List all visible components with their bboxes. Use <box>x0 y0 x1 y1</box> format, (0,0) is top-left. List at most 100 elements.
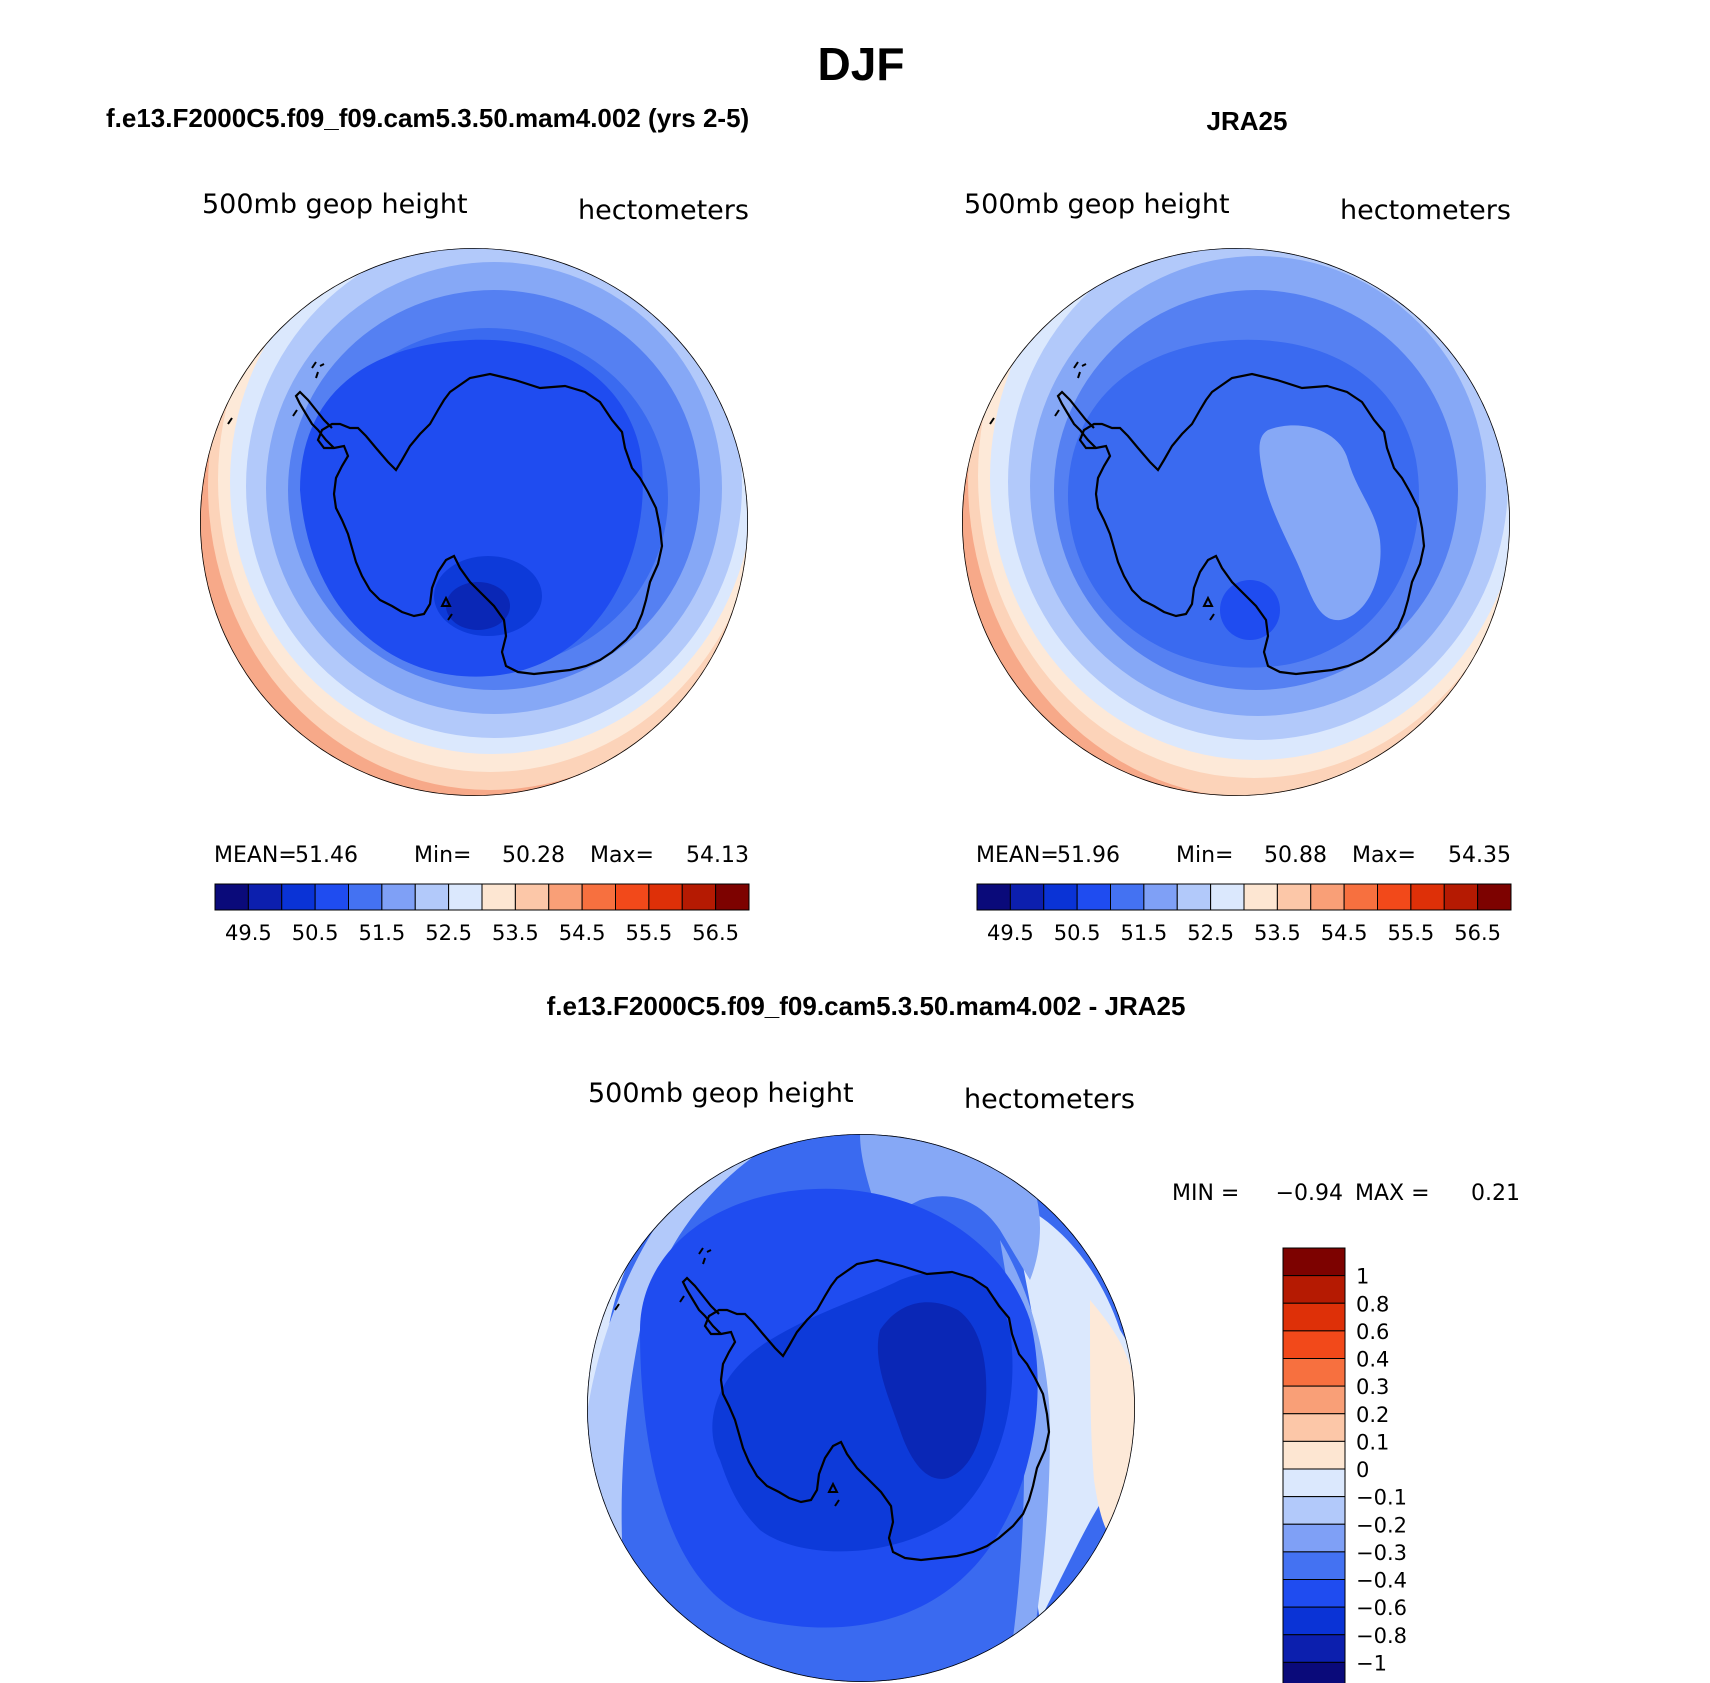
panel-obs-title: JRA25 <box>1207 106 1288 136</box>
panel-diff-colorbar-swatch <box>1282 1440 1346 1470</box>
panel-model-colorbar-tick-label: 54.5 <box>559 921 606 945</box>
panel-model-min-label: Min= <box>414 843 471 868</box>
panel-model-colorbar-swatch <box>648 883 683 911</box>
panel-obs-colorbar-tick-label: 55.5 <box>1387 921 1434 945</box>
panel-model-colorbar-swatch <box>581 883 616 911</box>
panel-diff-colorbar-swatch <box>1282 1523 1346 1553</box>
panel-obs-colorbar-swatch <box>1377 883 1412 911</box>
panel-diff-colorbar-tick-label: −0.4 <box>1356 1569 1407 1593</box>
panel-obs-peninsula <box>1056 390 1097 449</box>
panel-model-colorbar-swatch <box>514 883 550 911</box>
panel-diff-colorbar-tick-label: −0.3 <box>1356 1541 1407 1565</box>
panel-model-mean-label: MEAN= <box>214 843 297 868</box>
panel-model-colorbar-swatch <box>281 883 316 911</box>
panel-diff-min-value: −0.94 <box>1276 1181 1343 1206</box>
panel-obs-islands <box>989 361 1215 621</box>
panel-diff-units-label: hectometers <box>964 1084 1135 1115</box>
panel-diff-colorbar-swatch <box>1282 1413 1346 1442</box>
panel-model-colorbar-tick-label: 56.5 <box>692 921 739 945</box>
panel-diff-coastline <box>703 1258 1051 1562</box>
panel-model-colorbar-tick-label: 50.5 <box>292 921 339 945</box>
panel-obs-colorbar-tick-label: 50.5 <box>1054 921 1101 945</box>
panel-diff-fill-navy <box>877 1302 987 1479</box>
panel-obs-units-label: hectometers <box>1340 195 1511 226</box>
panel-obs-map <box>962 248 1510 796</box>
panel-obs-fill-deep-blue <box>1220 580 1280 640</box>
panel-obs-colorbar-swatch <box>1176 883 1212 911</box>
panel-model-map <box>200 248 748 796</box>
panel-model: f.e13.F2000C5.f09_f09.cam5.3.50.mam4.002… <box>106 103 750 945</box>
panel-obs-coastline <box>1078 372 1426 676</box>
panel-model-mean-value: 51.46 <box>295 843 358 868</box>
panel-model-fill-deep-blue <box>300 339 643 677</box>
panel-obs-colorbar-swatch <box>1110 883 1145 911</box>
panel-diff-max-label: MAX = <box>1355 1181 1430 1206</box>
panel-diff-stats: MIN = −0.94 MAX = 0.21 <box>1172 1181 1520 1206</box>
panel-diff-colorbar-tick-label: −0.6 <box>1356 1596 1407 1620</box>
panel-diff: f.e13.F2000C5.f09_f09.cam5.3.50.mam4.002… <box>547 991 1520 1683</box>
panel-model-coastline <box>316 372 664 676</box>
panel-model-peninsula <box>294 390 335 449</box>
panel-model-colorbar-swatch <box>314 883 349 911</box>
panel-model-colorbar-swatch <box>381 883 416 911</box>
panel-obs-colorbar-swatch <box>1276 883 1312 911</box>
panel-obs-colorbar-swatch <box>1210 883 1245 911</box>
panel-obs-colorbar-swatch <box>1043 883 1078 911</box>
panel-diff-colorbar-swatch <box>1282 1606 1346 1636</box>
panel-diff-colorbar-swatch <box>1282 1385 1346 1415</box>
panel-model-max-label: Max= <box>590 843 654 868</box>
panel-diff-colorbar: 1 0.8 0.6 0.4 0.3 0.2 0.1 0 −0.1 −0.2 −0.3 −0.4 −0.6… <box>1282 1247 1407 1683</box>
panel-obs-colorbar-swatch <box>1410 883 1445 911</box>
panel-obs-variable-label: 500mb geop height <box>964 189 1230 220</box>
panel-obs: JRA25 500mb geop height hectometers MEAN… <box>962 106 1512 945</box>
panel-model-colorbar-swatch <box>448 883 483 911</box>
panel-model-colorbar-swatch <box>247 883 283 911</box>
panel-model-colorbar-swatch <box>348 883 383 911</box>
panel-obs-mean-label: MEAN= <box>976 843 1059 868</box>
panel-diff-colorbar-swatch <box>1282 1275 1346 1304</box>
panel-model-colorbar-tick-label: 52.5 <box>425 921 472 945</box>
panel-obs-colorbar-swatch <box>1009 883 1045 911</box>
panel-diff-colorbar-tick-label: −0.2 <box>1356 1513 1407 1537</box>
panel-diff-colorbar-tick-label: −0.1 <box>1356 1486 1407 1510</box>
panel-diff-peninsula <box>681 1276 722 1335</box>
panel-model-variable-label: 500mb geop height <box>202 189 468 220</box>
panel-diff-fill-light-blue-west <box>587 1134 790 1540</box>
panel-diff-colorbar-tick-label: 0.4 <box>1356 1348 1389 1372</box>
panel-diff-colorbar-tick-label: −0.8 <box>1356 1624 1407 1648</box>
panel-diff-colorbar-swatch <box>1282 1634 1346 1663</box>
panel-diff-min-label: MIN = <box>1172 1181 1239 1206</box>
panel-obs-colorbar-swatch <box>1143 883 1178 911</box>
panel-diff-title: f.e13.F2000C5.f09_f09.cam5.3.50.mam4.002… <box>547 991 1186 1021</box>
panel-diff-colorbar-tick-label: 1 <box>1356 1265 1369 1289</box>
panel-diff-colorbar-swatch <box>1282 1330 1346 1359</box>
panel-obs-fill-mid-blue-center <box>1259 425 1381 621</box>
panel-diff-colorbar-tick-label: 0.6 <box>1356 1320 1389 1344</box>
panel-model-colorbar-tick-label: 51.5 <box>358 921 405 945</box>
panel-diff-colorbar-swatch <box>1282 1468 1346 1498</box>
panel-obs-min-value: 50.88 <box>1264 843 1327 868</box>
panel-obs-colorbar: 49.5 50.5 51.5 52.5 53.5 54.5 55.5 56.5 <box>976 883 1512 945</box>
panel-obs-stats: MEAN= 51.96 Min= 50.88 Max= 54.35 <box>976 843 1511 868</box>
panel-model-colorbar-tick-label: 53.5 <box>492 921 539 945</box>
panel-model-max-value: 54.13 <box>686 843 749 868</box>
panel-obs-colorbar-swatch <box>1443 883 1479 911</box>
panel-obs-colorbar-swatch <box>1343 883 1378 911</box>
panel-diff-colorbar-swatch <box>1282 1496 1346 1525</box>
panel-obs-max-label: Max= <box>1352 843 1416 868</box>
panel-diff-fill-mid-blue <box>860 1134 1040 1280</box>
panel-model-colorbar-tick-label: 49.5 <box>225 921 272 945</box>
panel-obs-colorbar-tick-label: 51.5 <box>1120 921 1167 945</box>
panel-diff-islands <box>614 1247 840 1507</box>
panel-obs-colorbar-swatch <box>1310 883 1345 911</box>
panel-diff-colorbar-tick-label: 0 <box>1356 1458 1369 1482</box>
panel-obs-colorbar-swatch <box>1477 883 1512 911</box>
figure-title: DJF <box>818 38 905 90</box>
panel-obs-colorbar-tick-label: 52.5 <box>1187 921 1234 945</box>
panel-diff-variable-label: 500mb geop height <box>588 1078 854 1109</box>
panel-model-islands <box>227 361 453 621</box>
panel-diff-colorbar-swatch <box>1282 1358 1346 1387</box>
panel-obs-max-value: 54.35 <box>1448 843 1511 868</box>
panel-obs-colorbar-tick-label: 53.5 <box>1254 921 1301 945</box>
panel-obs-colorbar-swatch <box>1243 883 1278 911</box>
